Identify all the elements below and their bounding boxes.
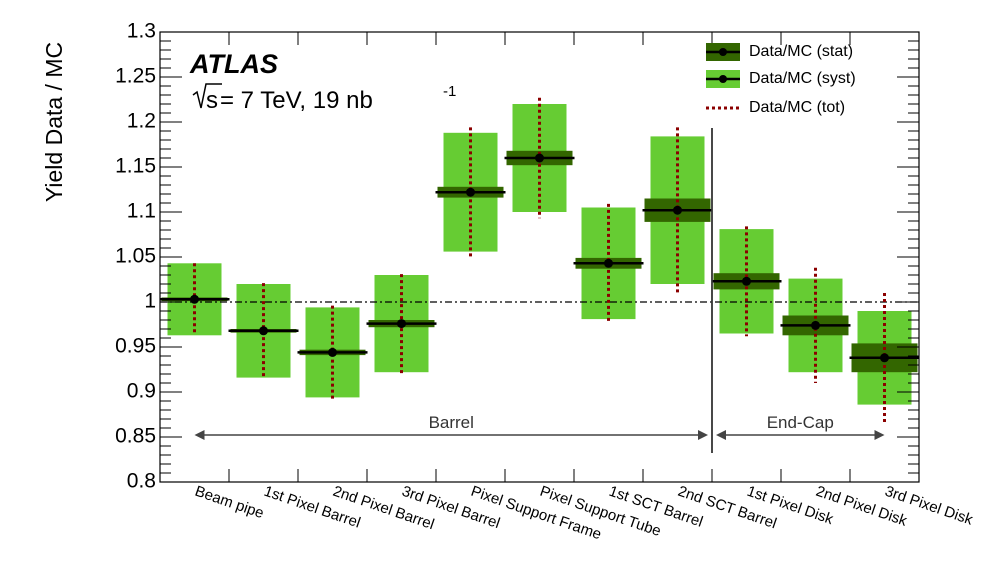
data-point (535, 153, 544, 163)
data-point (190, 294, 199, 304)
y-tick-label: 0.85 (115, 425, 156, 448)
y-tick-label: 1.25 (115, 65, 156, 88)
y-tick-label: 1.15 (115, 155, 156, 178)
atlas-label: ATLAS (189, 49, 278, 79)
region-arrow-left-head (716, 430, 726, 440)
y-tick-label: 1.05 (115, 245, 156, 268)
data-points (159, 153, 920, 363)
region-arrow-left-head (194, 430, 205, 440)
y-tick-label: 0.8 (127, 470, 156, 493)
data-point (397, 319, 406, 329)
legend-swatch-marker (719, 48, 727, 56)
data-point (811, 320, 820, 330)
y-tick-label: 1 (144, 290, 156, 313)
data-point (328, 347, 337, 357)
region-label: Barrel (429, 413, 474, 432)
data-point (880, 353, 889, 363)
legend-label: Data/MC (syst) (749, 70, 856, 87)
data-point (604, 258, 613, 268)
data-point (673, 205, 682, 215)
region-arrow-right-head (698, 430, 708, 440)
data-point (742, 276, 751, 286)
y-tick-label: 1.1 (127, 200, 156, 223)
syst-boxes (167, 104, 912, 405)
legend-label: Data/MC (stat) (749, 43, 853, 60)
tot-error-bars (193, 97, 886, 423)
energy-label: s = 7 TeV, 19 nb -1 (192, 83, 456, 114)
y-tick-label: 0.9 (127, 380, 156, 403)
x-category-label: Beam pipe (193, 483, 266, 522)
y-axis-ticks: 0.8 0.85 0.9 0.95 1 1.05 1.1 1.15 1.2 1.25 1.3 (115, 20, 919, 493)
y-tick-label: 0.95 (115, 335, 156, 358)
energy-superscript: -1 (443, 83, 456, 100)
y-tick-label: 1.2 (127, 110, 156, 133)
sqrt-symbol (192, 83, 222, 109)
energy-symbol: s (206, 87, 218, 114)
region-markers: Barrel End-Cap (194, 128, 885, 453)
data-point (466, 187, 475, 197)
y-tick-label: 1.3 (127, 20, 156, 43)
legend-swatch-marker (719, 75, 727, 83)
data-point (259, 326, 268, 336)
region-label: End-Cap (767, 413, 834, 432)
energy-text: = 7 TeV, 19 nb (220, 87, 373, 114)
legend-label: Data/MC (tot) (749, 99, 845, 116)
region-arrow-right-head (874, 430, 885, 440)
y-axis-label: Yield Data / MC (41, 42, 67, 202)
legend: Data/MC (stat) Data/MC (syst) Data/MC (tot… (706, 43, 856, 116)
